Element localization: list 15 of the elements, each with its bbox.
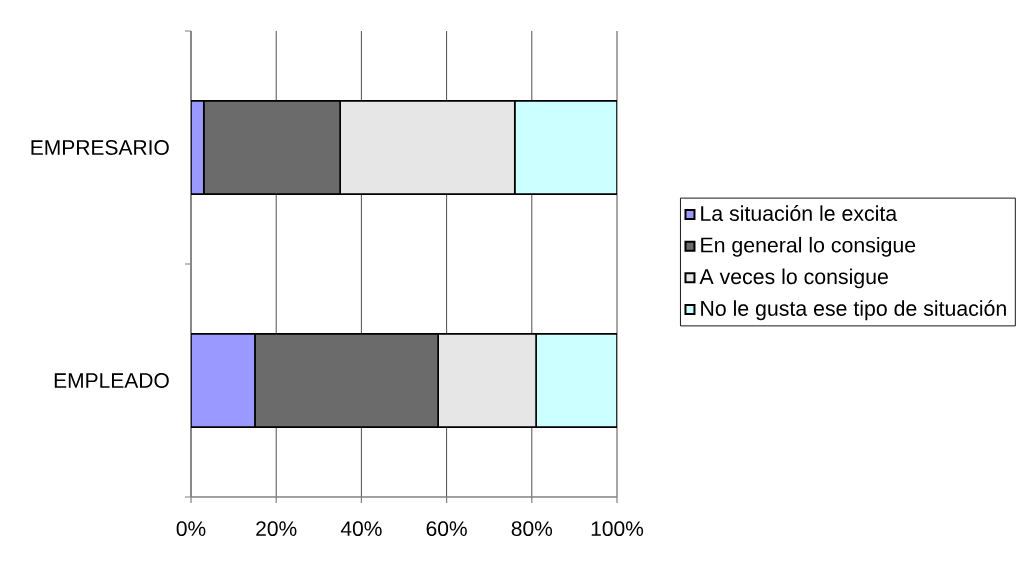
y-tick-label: EMPLEADO [54,373,169,388]
y-tick-label: EMPRESARIO [31,140,169,155]
legend-label: La situación le excita [701,205,898,221]
x-tick-label: 60% [426,521,467,537]
legend-label: No le gusta ese tipo de situación [701,300,1006,321]
x-tick-label: 100% [591,521,644,537]
x-tick-label: 20% [256,521,297,537]
bar [513,100,618,195]
x-tick-label: 40% [340,521,382,537]
legend-label: En general lo consigue [701,236,916,257]
bar [191,333,256,428]
legend-label: A veces lo consigue [699,268,888,289]
x-tick-label: 80% [511,521,553,537]
bar [535,333,618,428]
x-tick-label: 0% [176,521,206,537]
